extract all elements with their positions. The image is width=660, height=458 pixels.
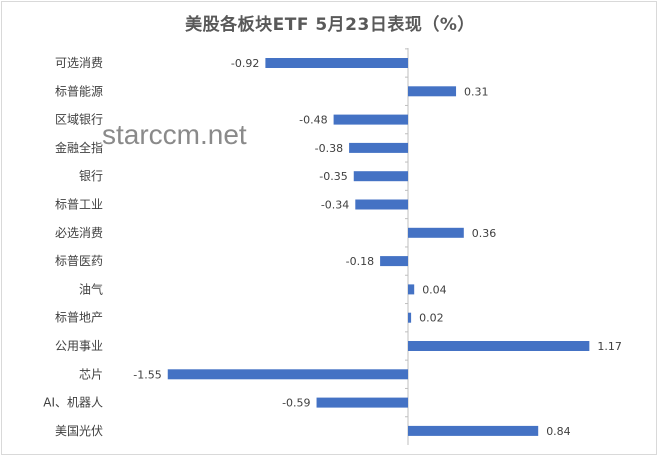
category-label: 标普医药 [55,254,103,268]
category-label: 油气 [79,281,103,296]
data-label: 0.02 [419,312,444,325]
bar [380,256,408,267]
data-label: -0.38 [315,142,343,155]
data-label: 0.31 [464,85,489,98]
category-label: 公用事业 [55,339,103,353]
category-label: 银行 [79,169,103,183]
chart-title: 美股各板块ETF 5月23日表现（%） [185,15,475,35]
bar [355,199,408,210]
data-label: 0.36 [472,227,497,240]
data-label: -0.18 [346,255,374,268]
bar [349,142,408,153]
category-label: 金融全指 [55,140,103,155]
bar [333,114,408,125]
category-label: 可选消费 [55,56,103,70]
bar [408,284,415,295]
bar [353,171,408,182]
data-label: 0.84 [546,425,571,438]
bar [408,86,457,97]
data-label: -1.55 [133,368,161,381]
category-label: 美国光伏 [55,424,103,438]
category-label: AI、机器人 [43,396,103,410]
bar [316,397,408,408]
watermark: starccm.net [102,119,247,150]
category-label: 标普地产 [55,311,103,325]
data-label: -0.34 [321,199,349,212]
bar [265,58,408,68]
bar [408,227,464,238]
data-label: 0.04 [422,283,447,296]
category-label: 标普工业 [55,198,103,212]
data-label: -0.35 [319,170,347,183]
data-label: -0.48 [299,114,327,127]
bar [408,312,412,323]
data-label: 1.17 [597,340,622,353]
data-label: -0.92 [231,57,259,70]
category-label: 芯片 [79,367,103,381]
data-label: -0.59 [282,397,310,410]
category-label: 标普能源 [55,84,103,98]
category-label: 区域银行 [55,113,103,127]
bar [408,425,539,436]
bar [408,341,590,351]
bar [167,369,408,380]
category-label: 必选消费 [55,226,103,240]
